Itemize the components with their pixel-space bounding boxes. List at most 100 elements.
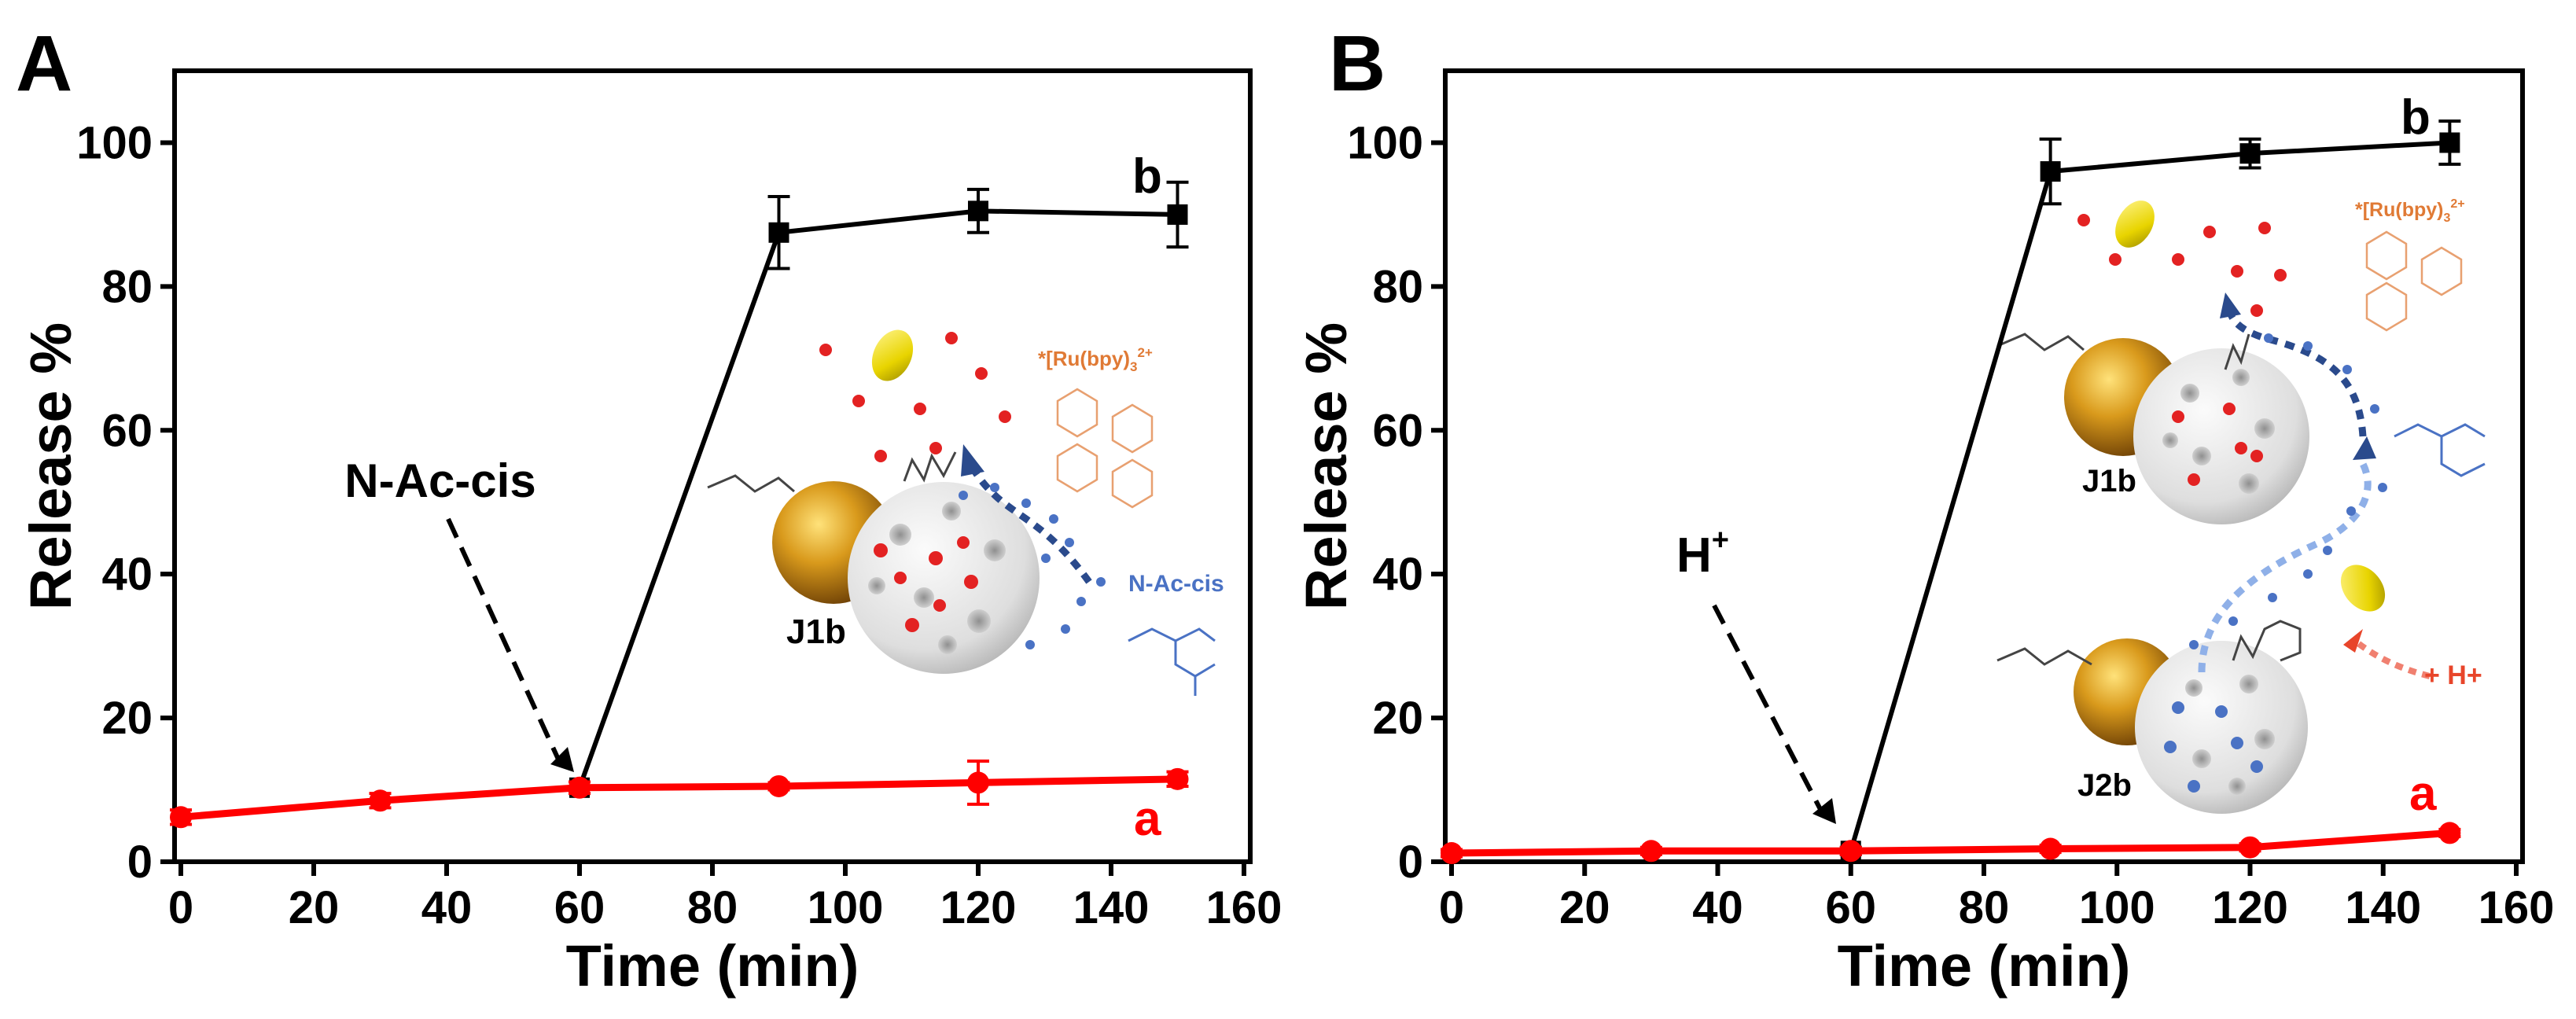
panel-a-series-a-point (170, 806, 192, 829)
panel-a-series-a-point (1166, 767, 1189, 790)
svg-text:*[Ru(bpy)32+: *[Ru(bpy)32+ (2355, 197, 2465, 225)
panel-a-y-tick-label: 60 (101, 405, 153, 456)
panel-b-y-tick-label: 100 (1347, 117, 1423, 168)
panel-a-y-tick-label: 40 (101, 549, 153, 600)
panel-b-series-a-point (1441, 842, 1463, 865)
panel-b-series-a-label: a (2409, 767, 2437, 821)
panel-a-x-tick-label: 120 (940, 882, 1017, 933)
n-ac-cis-structure-b (2394, 423, 2486, 477)
panel-a-x-tick-label: 80 (687, 882, 738, 933)
panel-a-series-a-point (967, 771, 989, 794)
panel-a-illustration: J1b N-Ac-cis *[Ru(bpy)32+ (707, 329, 1224, 696)
panel-b-x-tick-label: 120 (2212, 882, 2288, 933)
panel-a-label: A (16, 20, 72, 108)
panel-a-x-tick-label: 40 (421, 882, 473, 933)
panel-b-series-a-point (1639, 840, 1662, 863)
h-plus-arrow-head-main (1812, 798, 1836, 824)
panel-b-x-tick-label: 40 (1692, 882, 1743, 933)
cargo-dots-in-sphere (874, 536, 978, 632)
panel-b-y-tick-label: 40 (1372, 549, 1423, 600)
panel-b-series-a-point (2438, 822, 2461, 844)
ru-complex-structure-a (1056, 388, 1154, 509)
panel-b-series-b-point (2040, 161, 2061, 182)
h-plus-dashed-arrow (1712, 604, 1825, 815)
j1b-label-b: J1b (2082, 464, 2136, 498)
panel-a-x-tick-label: 60 (554, 882, 605, 933)
cyclodextrin-cap-top (2115, 200, 2155, 248)
panel-a-series-a-point (767, 774, 790, 797)
release-arrow-head-upper (2220, 292, 2241, 318)
panel-b-y-tick-label: 20 (1372, 693, 1423, 744)
release-path-upper (2225, 309, 2367, 437)
panel-a-series-b-line (577, 208, 1178, 789)
panel-a-series-a-point (369, 789, 392, 812)
ru-complex-structure-b (2365, 230, 2463, 332)
panel-b-x-tick-label: 100 (2079, 882, 2155, 933)
released-blue-dots (2189, 333, 2387, 649)
panel-b-y-tick-label: 60 (1372, 405, 1423, 456)
panel-b-x-ticks: 0 20 40 60 80 100 120 140 160 (1439, 862, 2555, 933)
j2b-label: J2b (2077, 768, 2132, 803)
panel-b-series-b-label: b (2401, 90, 2431, 145)
panel-a-x-tick-label: 100 (808, 882, 884, 933)
released-cargo-dots (819, 332, 1011, 462)
panel-a-series-a-point (569, 776, 591, 799)
panel-b-x-tick-label: 80 (1959, 882, 2010, 933)
h-plus-arrow-head (2343, 629, 2363, 653)
panel-b-plot-area (1441, 120, 2461, 865)
panel-a-y-ticks: 0 20 40 60 80 100 (76, 117, 175, 888)
panel-a-x-axis-title: Time (min) (566, 933, 859, 999)
n-ac-cis-dots (959, 483, 1106, 649)
release-arrow-head (961, 444, 984, 476)
panel-a-y-tick-label: 80 (101, 261, 153, 312)
panel-a-y-tick-label: 100 (76, 117, 153, 168)
panel-b-y-axis-title: Release % (1294, 322, 1359, 610)
n-ac-cis-arrow-head (550, 747, 574, 772)
panel-b-series-a-point (1839, 840, 1862, 863)
n-ac-cis-dashed-arrow (446, 517, 562, 764)
panel-a-series-b-point (968, 200, 988, 222)
panel-a-plot-area (170, 180, 1189, 829)
h-plus-annotation: H+ (1676, 524, 1729, 583)
silica-sphere-bottom (2135, 641, 2308, 814)
panel-b-x-tick-label: 20 (1559, 882, 1610, 933)
linker-molecules-b (1996, 333, 2302, 666)
panel-b: B 0 20 40 60 80 100 0 20 40 60 80 100 120 140 160 Tim… (1294, 20, 2554, 999)
linker-molecule (707, 451, 957, 493)
silica-pores-top (2162, 369, 2275, 494)
panel-a-axes-frame (172, 68, 1253, 864)
ru-complex-label-b: *[Ru(bpy)32+ (2355, 197, 2465, 225)
panel-b-x-tick-label: 0 (1439, 882, 1464, 933)
panel-a-y-axis-title: Release % (18, 322, 83, 610)
panel-b-x-tick-label: 160 (2478, 882, 2555, 933)
panel-a-series-b-point (768, 222, 789, 243)
silica-pores-bottom (2185, 675, 2275, 795)
panel-b-series-a-point (2239, 836, 2261, 859)
n-ac-cis-structure (1128, 627, 1216, 696)
released-cargo-dots-b (2077, 214, 2287, 317)
panel-a-y-tick-label: 0 (127, 837, 153, 888)
panel-a-x-tick-label: 20 (289, 882, 340, 933)
panel-a-y-tick-label: 20 (101, 693, 153, 744)
panel-b-y-tick-label: 0 (1398, 837, 1423, 888)
panel-b-x-tick-label: 140 (2345, 882, 2421, 933)
cyclodextrin-cap-bottom (2340, 565, 2386, 612)
svg-text:*[Ru(bpy)32+: *[Ru(bpy)32+ (1038, 345, 1153, 374)
panel-b-series-b-point (2239, 143, 2261, 164)
panel-a-x-tick-label: 160 (1206, 882, 1282, 933)
panel-b-series-a-line (1451, 829, 2450, 857)
j1b-label: J1b (786, 613, 846, 651)
panel-a-series-a-line (180, 775, 1178, 821)
cargo-dots-bottom-sphere (2164, 701, 2263, 793)
panel-b-series-b-line (1848, 140, 2450, 852)
panel-a: A 0 20 40 60 80 100 0 20 40 60 80 100 120 140 160 Tim… (16, 20, 1282, 999)
silica-sphere-top (2133, 348, 2309, 524)
panel-b-y-tick-label: 80 (1372, 261, 1423, 312)
panel-b-y-ticks: 0 20 40 60 80 100 (1347, 117, 1445, 888)
cyclodextrin-cap (871, 329, 914, 381)
panel-b-illustration: + H+ J1b J2b *[Ru(bpy)32+ (1996, 197, 2486, 814)
panel-a-series-a-label: a (1134, 792, 1161, 846)
cargo-dots-top-sphere (2172, 403, 2263, 486)
h-plus-arrow-path (2353, 638, 2431, 679)
